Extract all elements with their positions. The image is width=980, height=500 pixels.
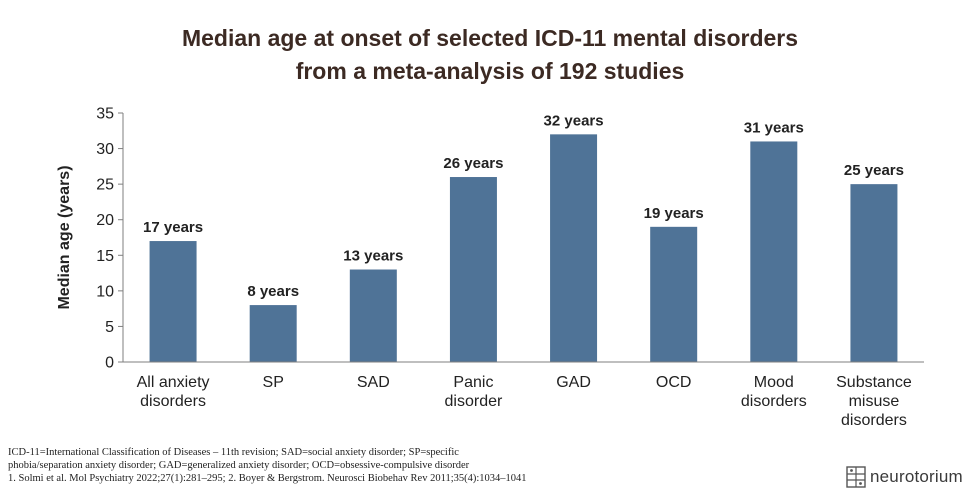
x-tick-label: GAD <box>556 374 591 391</box>
footnotes: ICD-11=International Classification of D… <box>8 446 568 485</box>
bars <box>149 134 898 362</box>
footnote-abbreviations-1: ICD-11=International Classification of D… <box>8 447 459 458</box>
y-tick-label: 20 <box>96 212 114 229</box>
bar-data-label: 19 years <box>644 205 704 222</box>
bar <box>850 184 898 362</box>
y-tick-label: 5 <box>105 319 114 336</box>
bar <box>550 134 598 362</box>
y-axis-ticks: 0 5 10 15 20 25 30 35 <box>96 106 123 372</box>
neurotorium-logo-icon <box>846 466 866 488</box>
bar-chart: 0 5 10 15 20 25 30 35 17 years 8 years 13 years 26… <box>56 106 924 429</box>
y-tick-label: 15 <box>96 248 114 265</box>
bar <box>349 269 397 362</box>
bar-data-label: 13 years <box>343 248 403 265</box>
chart-title-line-2: from a meta-analysis of 192 studies <box>295 58 685 84</box>
bar <box>449 177 497 362</box>
bar <box>650 226 698 362</box>
bar-data-labels: 17 years 8 years 13 years 26 years 32 years 1… <box>143 112 904 300</box>
bar-data-label: 25 years <box>844 162 904 179</box>
bar-data-label: 31 years <box>744 119 804 136</box>
x-tick-label: OCD <box>656 374 692 391</box>
x-tick-label: SAD <box>357 374 390 391</box>
brand-logo: neurotorium <box>846 464 963 490</box>
y-tick-label: 0 <box>105 355 114 372</box>
brand-name: neurotorium <box>870 467 963 486</box>
x-axis-labels: All anxiety disorders SP SAD Panic disorder GA… <box>137 374 912 429</box>
chart-title-line-1: Median age at onset of selected ICD-11 m… <box>181 25 799 51</box>
y-tick-label: 25 <box>96 177 114 194</box>
y-tick-label: 10 <box>96 283 114 300</box>
x-tick-label: Substance misuse disorders <box>836 374 912 429</box>
bar-data-label: 26 years <box>443 155 503 172</box>
x-tick-label: Panic disorder <box>445 374 503 410</box>
chart-title: Median age at onset of selected ICD-11 m… <box>0 22 980 88</box>
x-tick-label: SP <box>263 374 284 391</box>
x-tick-label: Mood disorders <box>741 374 807 410</box>
bar <box>249 305 297 362</box>
footnote-references: 1. Solmi et al. Mol Psychiatry 2022;27(1… <box>8 473 527 484</box>
y-axis-title: Median age (years) <box>56 165 73 309</box>
bar-data-label: 8 years <box>247 283 299 300</box>
bar-data-label: 17 years <box>143 219 203 236</box>
bar <box>149 241 197 362</box>
y-tick-label: 30 <box>96 141 114 158</box>
x-tick-label: All anxiety disorders <box>137 374 210 410</box>
y-tick-label: 35 <box>96 106 114 123</box>
footnote-abbreviations-2: phobia/separation anxiety disorder; GAD=… <box>8 460 470 471</box>
bar <box>750 141 798 362</box>
bar-data-label: 32 years <box>544 112 604 129</box>
